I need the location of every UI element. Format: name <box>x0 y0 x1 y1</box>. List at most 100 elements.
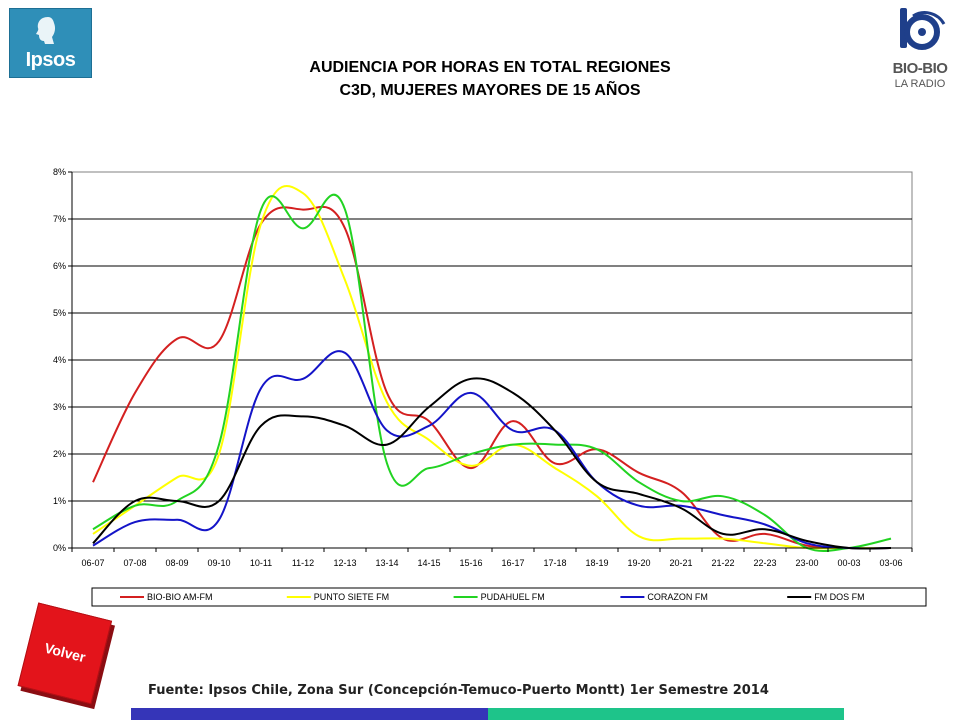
data-point <box>554 444 556 446</box>
data-point <box>260 209 262 211</box>
x-tick-label: 08-09 <box>165 558 188 568</box>
data-point <box>176 500 178 502</box>
data-point <box>512 420 514 422</box>
y-tick-label: 2% <box>53 449 66 459</box>
data-point <box>806 540 808 542</box>
data-point <box>428 420 430 422</box>
data-point <box>428 425 430 427</box>
data-point <box>176 477 178 479</box>
data-point <box>176 338 178 340</box>
data-point <box>470 392 472 394</box>
data-point <box>134 500 136 502</box>
data-point <box>722 496 724 498</box>
legend-label: BIO-BIO AM-FM <box>147 592 213 602</box>
data-point <box>92 481 94 483</box>
data-point <box>218 500 220 502</box>
legend-label: PUNTO SIETE FM <box>314 592 389 602</box>
x-tick-label: 14-15 <box>417 558 440 568</box>
data-point <box>344 228 346 230</box>
y-tick-label: 3% <box>53 402 66 412</box>
x-tick-label: 13-14 <box>375 558 398 568</box>
data-point <box>638 493 640 495</box>
x-tick-label: 23-00 <box>795 558 818 568</box>
biobio-logo-subtext: LA RADIO <box>894 78 946 90</box>
data-point <box>722 538 724 540</box>
x-tick-label: 15-16 <box>459 558 482 568</box>
data-point <box>680 507 682 509</box>
source-note: Fuente: Ipsos Chile, Zona Sur (Concepció… <box>148 683 769 698</box>
x-tick-label: 17-18 <box>543 558 566 568</box>
footer-bar-blue <box>131 708 488 720</box>
chart-series <box>92 185 892 553</box>
y-tick-label: 7% <box>53 214 66 224</box>
data-point <box>386 430 388 432</box>
data-point <box>512 444 514 446</box>
footer-bar-green <box>488 708 844 720</box>
chart-title-line2: C3D, MUJERES MAYORES DE 15 AÑOS <box>339 82 641 99</box>
data-point <box>596 496 598 498</box>
data-point <box>134 521 136 523</box>
data-point <box>428 406 430 408</box>
data-point <box>638 481 640 483</box>
data-point <box>260 425 262 427</box>
data-point <box>302 416 304 418</box>
data-point <box>344 352 346 354</box>
data-point <box>638 505 640 507</box>
ipsos-logo-text: Ipsos <box>25 49 76 71</box>
data-point <box>386 444 388 446</box>
series-line-4 <box>92 377 892 550</box>
data-point <box>470 467 472 469</box>
ipsos-face-icon <box>36 17 56 44</box>
biobio-logo-text: BIO-BIO <box>892 60 948 77</box>
chart-title-line1: AUDIENCIA POR HORAS EN TOTAL REGIONES <box>309 59 671 76</box>
data-point <box>470 453 472 455</box>
chart-legend: BIO-BIO AM-FM PUNTO SIETE FM PUDAHUEL FM CO… <box>91 587 927 607</box>
y-tick-label: 1% <box>53 496 66 506</box>
data-point <box>764 528 766 530</box>
y-tick-label: 8% <box>53 167 66 177</box>
data-point <box>302 228 304 230</box>
legend-label: FM DOS FM <box>814 592 865 602</box>
chart-axes: 0% 1% 2% 3% 4% 5% 6% 7% 8% 06-07 07-08 08-09 09-10 10… <box>53 167 913 568</box>
data-point <box>722 514 724 516</box>
y-tick-label: 5% <box>53 308 66 318</box>
data-point <box>218 453 220 455</box>
data-point <box>722 533 724 535</box>
y-tick-label: 0% <box>53 543 66 553</box>
data-point <box>302 209 304 211</box>
legend-label: PUDAHUEL FM <box>481 592 545 602</box>
data-point <box>764 533 766 535</box>
data-point <box>596 449 598 451</box>
x-tick-label: 10-11 <box>250 558 272 568</box>
biobio-emblem-icon <box>900 8 946 50</box>
biobio-logo: BIO-BIO LA RADIO <box>886 6 954 98</box>
data-point <box>554 463 556 465</box>
x-tick-label: 00-03 <box>837 558 860 568</box>
data-point <box>680 538 682 540</box>
data-point <box>470 465 472 467</box>
x-tick-label: 18-19 <box>585 558 608 568</box>
series-line-3 <box>92 350 892 550</box>
data-point <box>764 514 766 516</box>
legend-box <box>91 587 927 607</box>
x-tick-label: 16-17 <box>501 558 524 568</box>
x-tick-label: 12-13 <box>333 558 356 568</box>
data-point <box>176 519 178 521</box>
data-point <box>596 481 598 483</box>
data-point <box>554 467 556 469</box>
data-point <box>386 392 388 394</box>
data-point <box>134 505 136 507</box>
x-tick-label: 19-20 <box>627 558 650 568</box>
data-point <box>344 425 346 427</box>
x-tick-label: 07-08 <box>123 558 146 568</box>
data-point <box>764 524 766 526</box>
x-tick-label: 06-07 <box>81 558 104 568</box>
series-line-1 <box>92 185 891 550</box>
data-point <box>428 467 430 469</box>
data-point <box>92 528 94 530</box>
data-point <box>134 392 136 394</box>
series-line-2 <box>92 193 892 553</box>
data-point <box>554 430 556 432</box>
data-point <box>680 505 682 507</box>
